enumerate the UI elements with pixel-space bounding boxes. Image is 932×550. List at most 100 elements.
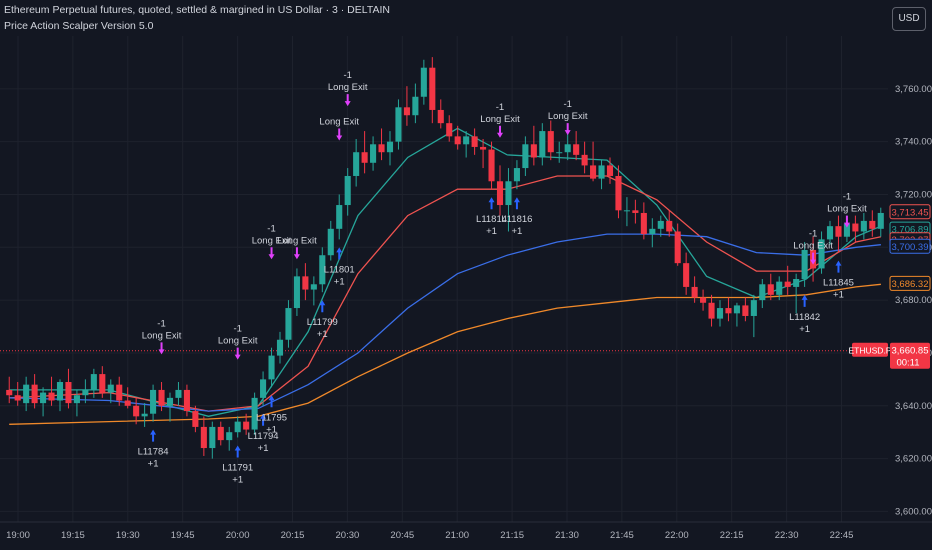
- indicator-name[interactable]: Price Action Scalper Version 5.0: [4, 20, 154, 32]
- candle-body: [31, 384, 38, 404]
- candle-body: [742, 305, 749, 316]
- entry-label: L11791: [222, 462, 253, 473]
- x-tick-label: 19:30: [116, 530, 140, 541]
- candle-body: [590, 165, 597, 179]
- candle-body: [133, 405, 140, 417]
- x-tick-label: 20:45: [390, 530, 414, 541]
- entry-qty: +1: [486, 226, 497, 237]
- exit-qty: -1: [157, 318, 165, 329]
- candle-body: [90, 374, 97, 390]
- candle-body: [302, 276, 309, 290]
- entry-label: L11814: [476, 214, 507, 225]
- exit-label: Long Exit: [793, 241, 833, 252]
- candle-body: [192, 411, 199, 427]
- candle-body: [691, 286, 698, 298]
- candle-body: [818, 239, 825, 269]
- entry-label: L11842: [789, 312, 820, 323]
- candle-body: [598, 165, 605, 179]
- candle-body: [217, 426, 224, 441]
- candle-body: [183, 389, 190, 412]
- exit-label: Long Exit: [827, 204, 867, 215]
- long-exit-arrow-icon: [344, 94, 351, 107]
- ma-line-3: [9, 283, 881, 425]
- candle-body: [573, 144, 580, 155]
- candle-body: [666, 220, 673, 232]
- candle-body: [243, 421, 250, 430]
- currency-button[interactable]: USD: [892, 7, 926, 31]
- candle-body: [395, 107, 402, 142]
- ma-line-1: [9, 175, 882, 412]
- candle-body: [6, 389, 13, 396]
- entry-qty: +1: [512, 226, 523, 237]
- candle-body: [56, 382, 64, 401]
- candle-body: [793, 279, 800, 287]
- x-tick-label: 22:30: [775, 530, 799, 541]
- candle-body: [226, 432, 233, 441]
- candle-body: [852, 223, 859, 232]
- candle-body: [158, 389, 165, 406]
- candle-body: [141, 413, 148, 417]
- candle-body: [150, 389, 157, 414]
- exit-label: Long Exit: [142, 330, 182, 341]
- long-entry-arrow-icon: [260, 413, 267, 426]
- y-tick-label: 3,680.00: [895, 295, 932, 306]
- entry-qty: +1: [334, 276, 345, 287]
- long-exit-arrow-icon: [810, 252, 817, 265]
- x-tick-label: 21:00: [445, 530, 469, 541]
- ma-line-0: [9, 127, 882, 417]
- x-tick-label: 20:15: [281, 530, 305, 541]
- candle-body: [581, 154, 588, 166]
- candle-body: [530, 144, 537, 158]
- candle-body: [700, 297, 707, 303]
- long-exit-arrow-icon: [268, 247, 275, 260]
- long-exit-arrow-icon: [497, 125, 503, 138]
- x-tick-label: 19:15: [61, 530, 85, 541]
- candle-body: [759, 284, 766, 301]
- candle-body: [733, 305, 740, 314]
- symbol-tag-text: ETHUSD.P: [849, 346, 892, 356]
- candle-body: [496, 181, 504, 206]
- x-tick-label: 20:30: [336, 530, 360, 541]
- exit-qty: -1: [809, 229, 817, 240]
- current-price-value: 3,660.85: [892, 346, 929, 357]
- candle-body: [471, 136, 478, 147]
- candle-body: [801, 249, 808, 279]
- exit-label: Long Exit: [218, 336, 258, 347]
- candle-body: [649, 228, 656, 235]
- current-price-box: [890, 342, 930, 369]
- ma-line-2: [9, 233, 881, 412]
- entry-qty: +1: [799, 324, 810, 335]
- entry-qty: +1: [266, 424, 277, 435]
- price-label: 3,713.45: [892, 207, 929, 218]
- price-label-box: [889, 275, 931, 291]
- candle-body: [860, 220, 867, 232]
- x-tick-label: 20:00: [226, 530, 250, 541]
- long-exit-arrow-icon: [158, 342, 165, 355]
- candle-body: [251, 397, 258, 430]
- long-entry-arrow-icon: [234, 445, 241, 458]
- entry-label: L11801: [324, 264, 355, 275]
- long-entry-arrow-icon: [801, 294, 808, 307]
- candle-body: [505, 181, 512, 206]
- candle-body: [48, 392, 55, 401]
- x-tick-label: 19:00: [6, 530, 30, 541]
- candle-body: [361, 152, 368, 163]
- candle-body: [107, 384, 114, 393]
- candle-body: [826, 226, 834, 240]
- candle-body: [386, 141, 394, 153]
- price-label-box: [889, 238, 931, 254]
- candle-body: [750, 300, 757, 316]
- candle-body: [539, 131, 546, 158]
- candle-body: [99, 374, 106, 393]
- candle-body: [14, 395, 21, 401]
- candle-body: [632, 210, 639, 213]
- candle-body: [276, 339, 284, 356]
- candle-body: [657, 220, 664, 229]
- candle-body: [843, 223, 850, 237]
- entry-label: L11816: [501, 214, 532, 225]
- candle-body: [522, 144, 529, 169]
- candle-body: [344, 175, 351, 206]
- candle-body: [310, 284, 317, 290]
- candle-body: [23, 384, 30, 404]
